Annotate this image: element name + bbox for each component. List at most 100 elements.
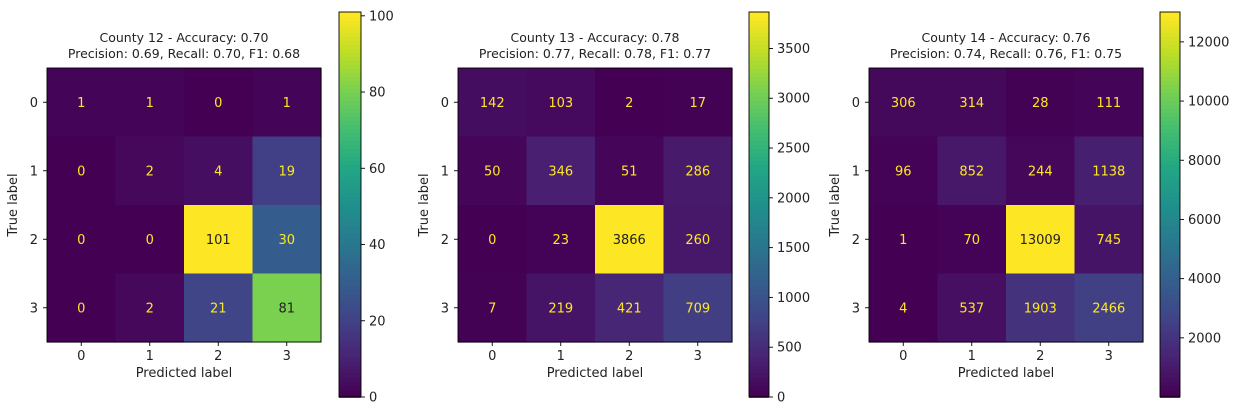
colorbar-segment bbox=[1160, 40, 1180, 45]
colorbar-segment bbox=[339, 56, 361, 61]
heatmap-cell bbox=[252, 68, 322, 138]
colorbar-segment bbox=[1160, 80, 1180, 85]
colorbar-segment bbox=[1160, 84, 1180, 89]
cell-value-label: 306 bbox=[891, 96, 916, 111]
colorbar-segment bbox=[1160, 60, 1180, 65]
colorbar-segment bbox=[339, 132, 361, 138]
colorbar-segment bbox=[339, 384, 361, 390]
colorbar-segment bbox=[1160, 76, 1180, 81]
cell-value-label: 421 bbox=[617, 301, 642, 316]
colorbar-segment bbox=[1160, 148, 1180, 154]
colorbar-segment bbox=[339, 80, 361, 85]
colorbar-segment bbox=[339, 296, 361, 302]
colorbar-segment bbox=[749, 148, 769, 154]
y-axis-label: True label bbox=[6, 173, 21, 237]
colorbar-segment bbox=[749, 124, 769, 130]
colorbar-segment bbox=[339, 272, 361, 278]
colorbar-segment bbox=[749, 312, 769, 318]
colorbar-tick-label: 2000 bbox=[777, 191, 810, 206]
colorbar-segment bbox=[1160, 176, 1180, 182]
colorbar-segment bbox=[1160, 168, 1180, 174]
colorbar-segment bbox=[749, 56, 769, 61]
colorbar-segment bbox=[749, 204, 769, 210]
colorbar-segment bbox=[749, 284, 769, 290]
colorbar-segment bbox=[1160, 360, 1180, 366]
colorbar-segment bbox=[339, 12, 361, 17]
colorbar-segment bbox=[339, 356, 361, 362]
colorbar-segment bbox=[339, 208, 361, 214]
colorbar-segment bbox=[339, 220, 361, 226]
colorbar-segment bbox=[339, 88, 361, 94]
chart-title: County 12 - Accuracy: 0.70 bbox=[99, 30, 268, 45]
colorbar-segment bbox=[1160, 112, 1180, 118]
colorbar-segment bbox=[749, 172, 769, 178]
colorbar-segment bbox=[749, 380, 769, 386]
colorbar-tick-label: 3000 bbox=[777, 92, 810, 107]
colorbar-segment bbox=[749, 164, 769, 170]
colorbar-segment bbox=[339, 360, 361, 366]
colorbar-segment bbox=[1160, 212, 1180, 218]
colorbar-segment bbox=[339, 324, 361, 330]
colorbar-segment bbox=[1160, 72, 1180, 77]
colorbar-tick-label: 12000 bbox=[1188, 35, 1229, 50]
colorbar-segment bbox=[1160, 316, 1180, 322]
colorbar-segment bbox=[749, 316, 769, 322]
colorbar-segment bbox=[1160, 216, 1180, 222]
colorbar-segment bbox=[1160, 64, 1180, 69]
colorbar-segment bbox=[339, 100, 361, 106]
colorbar-tick-label: 80 bbox=[369, 86, 386, 101]
cell-value-label: 852 bbox=[959, 164, 984, 179]
colorbar-segment bbox=[749, 340, 769, 346]
colorbar-segment bbox=[749, 84, 769, 89]
colorbar-segment bbox=[1160, 124, 1180, 130]
heatmap-frame bbox=[868, 67, 1144, 343]
colorbar-segment bbox=[339, 300, 361, 306]
colorbar-segment bbox=[749, 180, 769, 186]
colorbar-segment bbox=[339, 36, 361, 41]
colorbar-segment bbox=[1160, 96, 1180, 102]
y-tick-label: 1 bbox=[441, 164, 449, 179]
heatmap-cell bbox=[526, 205, 596, 275]
colorbar-segment bbox=[749, 76, 769, 81]
colorbar-segment bbox=[749, 96, 769, 102]
colorbar-segment bbox=[1160, 392, 1180, 398]
colorbar-segment bbox=[339, 304, 361, 310]
colorbar-segment bbox=[1160, 292, 1180, 298]
cell-value-label: 23 bbox=[552, 233, 569, 248]
colorbar-segment bbox=[749, 352, 769, 358]
colorbar-segment bbox=[749, 176, 769, 182]
heatmap-cell bbox=[184, 205, 254, 275]
colorbar-segment bbox=[1160, 92, 1180, 98]
colorbar-segment bbox=[749, 144, 769, 150]
cell-value-label: 1903 bbox=[1024, 301, 1057, 316]
colorbar-segment bbox=[749, 228, 769, 234]
colorbar-segment bbox=[1160, 340, 1180, 346]
colorbar-segment bbox=[339, 316, 361, 322]
colorbar-segment bbox=[1160, 244, 1180, 250]
colorbar-segment bbox=[339, 244, 361, 250]
colorbar-segment bbox=[1160, 12, 1180, 17]
colorbar-segment bbox=[749, 188, 769, 194]
heatmap-cell bbox=[595, 136, 665, 206]
heatmap-cell bbox=[1074, 205, 1144, 275]
cell-value-label: 142 bbox=[480, 96, 505, 111]
heatmap-cell bbox=[1006, 136, 1076, 206]
colorbar-segment bbox=[749, 372, 769, 378]
colorbar-segment bbox=[749, 92, 769, 98]
colorbar-segment bbox=[339, 252, 361, 258]
colorbar-segment bbox=[1160, 268, 1180, 274]
cell-value-label: 21 bbox=[210, 301, 227, 316]
colorbar-segment bbox=[1160, 56, 1180, 61]
cell-value-label: 537 bbox=[959, 301, 984, 316]
colorbar-segment bbox=[339, 196, 361, 202]
heatmap-cell bbox=[937, 273, 1007, 343]
heatmap-cell bbox=[595, 205, 665, 275]
colorbar-segment bbox=[749, 232, 769, 238]
chart-subtitle: Precision: 0.69, Recall: 0.70, F1: 0.68 bbox=[68, 46, 300, 61]
colorbar-segment bbox=[1160, 228, 1180, 234]
colorbar-segment bbox=[1160, 128, 1180, 134]
colorbar-segment bbox=[749, 160, 769, 166]
colorbar-segment bbox=[339, 276, 361, 282]
heatmap-cell bbox=[458, 68, 528, 138]
colorbar-segment bbox=[339, 184, 361, 190]
